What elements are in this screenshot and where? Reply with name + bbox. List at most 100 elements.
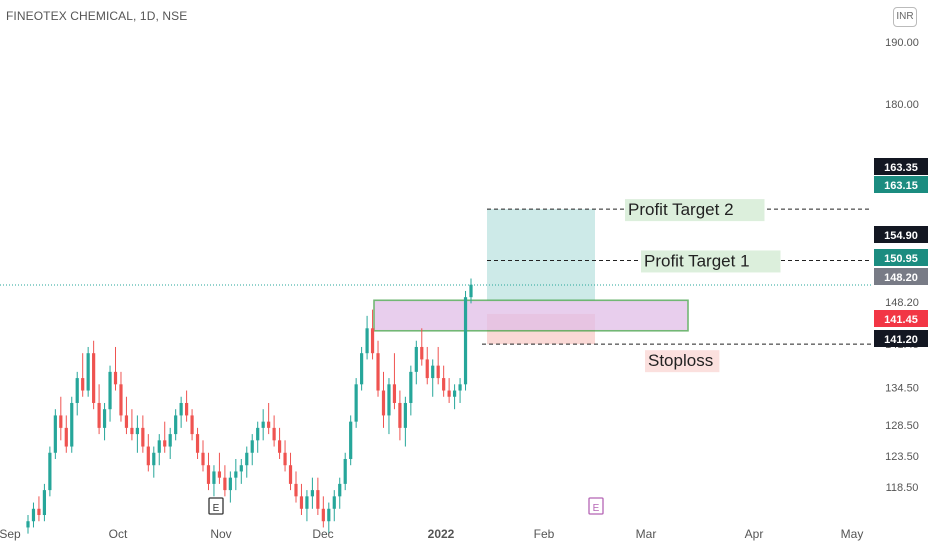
candle-body [250, 440, 254, 453]
price-tick: 190.00 [885, 37, 919, 49]
candle-body [97, 402, 101, 428]
candle-body [239, 465, 243, 472]
earnings-marker-label: E [593, 503, 600, 514]
candle-body [370, 328, 375, 354]
annotation-bg [625, 199, 765, 222]
candle-body [294, 483, 298, 497]
candle-body [360, 353, 364, 385]
candle-body [436, 365, 440, 379]
candle-body [53, 415, 57, 453]
candle-body [267, 421, 271, 428]
earnings-marker [588, 497, 604, 515]
candle-body [135, 427, 139, 435]
price-label: 163.35 [884, 162, 918, 174]
time-tick: Dec [312, 527, 333, 541]
earnings-marker [208, 497, 224, 515]
candle-body [387, 384, 391, 416]
trade-zones [373, 209, 689, 345]
price-label-bg [874, 268, 928, 285]
candle-body [124, 415, 129, 428]
candle-body [261, 421, 265, 428]
candle-body [283, 452, 287, 466]
candle-body [157, 440, 161, 453]
candle-body [376, 353, 380, 391]
price-label: 150.95 [884, 253, 918, 265]
price-tick: 180.00 [885, 99, 919, 111]
candle-body [469, 284, 473, 298]
candle-body [332, 496, 336, 509]
price-label-bg [874, 226, 928, 243]
candle-body [75, 378, 79, 403]
candle-body [81, 378, 85, 391]
candle-body [447, 390, 451, 397]
annotation-bg [641, 250, 781, 273]
candle-body [365, 328, 369, 354]
candle-body [48, 452, 52, 491]
candle-body [234, 471, 238, 478]
candle-body [206, 465, 211, 484]
candle-body [414, 346, 418, 372]
time-tick: Mar [636, 527, 657, 541]
candle-body [343, 458, 347, 484]
candle-body [338, 483, 342, 497]
time-tick: 2022 [428, 527, 455, 541]
currency-button[interactable]: INR [893, 7, 917, 27]
price-label: 154.90 [884, 230, 918, 242]
price-label-bg [874, 158, 928, 175]
annotation-label: Profit Target 2 [628, 200, 734, 219]
candle-body [442, 378, 446, 391]
candle-body [431, 365, 435, 379]
candle-body [310, 490, 314, 497]
candle-body [316, 490, 320, 509]
candle-body [31, 508, 36, 522]
time-tick: Sep [0, 527, 21, 541]
candle-body [305, 496, 309, 509]
price-tick: 128.50 [885, 420, 919, 432]
candle-body [26, 521, 30, 528]
candle-body [64, 427, 68, 447]
candle-body [201, 452, 205, 466]
candle-body [228, 477, 232, 491]
candle-body [102, 409, 107, 428]
price-label-bg [874, 330, 928, 347]
candle-body [59, 415, 63, 428]
candle-body [152, 452, 156, 466]
candle-body [420, 346, 424, 360]
candle-body [141, 427, 145, 447]
candle-body [349, 421, 353, 459]
candle-body [256, 427, 260, 441]
price-label: 148.20 [884, 272, 918, 284]
price-label-bg [874, 310, 928, 327]
candle-body [223, 477, 227, 491]
candle-body [425, 359, 429, 379]
candle-body [37, 508, 41, 516]
earnings-marker-label: E [213, 503, 220, 514]
entry-box [373, 299, 689, 332]
candle-body [272, 427, 276, 441]
candle-body [245, 452, 249, 466]
price-tick: 148.20 [885, 297, 919, 309]
candle-body [174, 415, 178, 435]
candle-body [452, 390, 457, 397]
candle-body [288, 465, 293, 484]
candle-body [108, 371, 112, 410]
price-label: 141.45 [884, 314, 918, 326]
candle-body [185, 402, 189, 416]
time-axis: Sep Oct Nov Dec 2022 Feb Mar Apr May [0, 527, 863, 541]
candle-body [354, 384, 358, 422]
price-tick: 123.50 [885, 451, 919, 463]
candle-body [403, 402, 407, 428]
time-tick: Nov [210, 527, 231, 541]
level-lines: Profit Target 2 Profit Target 1 Stoploss E E [0, 199, 872, 515]
candle-body [119, 384, 123, 416]
time-tick: May [841, 527, 864, 541]
candle-body [299, 496, 304, 509]
candle-body [179, 402, 183, 416]
candle-body [42, 490, 47, 516]
candle-body [277, 440, 282, 453]
candle-body [146, 446, 150, 466]
candle-body [463, 297, 468, 385]
annotation-label: Profit Target 1 [644, 251, 750, 270]
price-label-bg [874, 176, 928, 193]
